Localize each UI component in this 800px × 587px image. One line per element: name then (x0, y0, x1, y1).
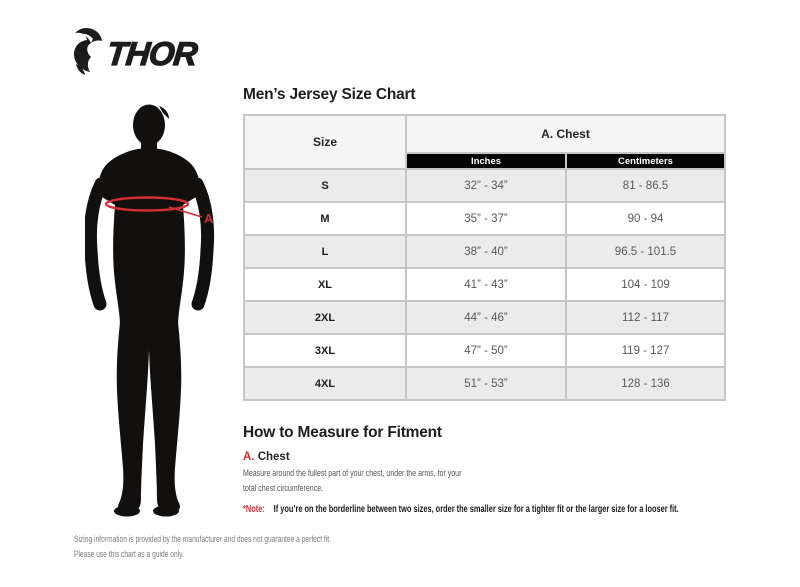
cm-value: 112 - 117 (565, 300, 726, 335)
callout-leader-line (168, 206, 203, 218)
chest-measure-annotation: A (104, 196, 214, 226)
page-title: Men’s Jersey Size Chart (243, 86, 416, 103)
table-row: S 32” - 34” 81 - 86.5 (243, 168, 726, 203)
table-row: XL 41” - 43” 104 - 109 (243, 267, 726, 302)
size-value: S (243, 168, 407, 203)
column-header-centimeters: Centimeters (565, 152, 726, 170)
size-chart-table: Size A. Chest Inches Centimeters S 32” -… (243, 114, 726, 401)
inches-value: 32” - 34” (405, 168, 567, 203)
inches-value: 51” - 53” (405, 366, 567, 401)
size-value: XL (243, 267, 407, 302)
inches-value: 47” - 50” (405, 333, 567, 368)
table-row: M 35” - 37” 90 - 94 (243, 201, 726, 236)
column-header-inches: Inches (405, 152, 567, 170)
measuring-tape-ellipse (104, 196, 190, 212)
measure-item-letter: A. (243, 451, 255, 463)
measure-item-name: Chest (257, 451, 290, 463)
description-line: Measure around the fullest part of your … (243, 468, 462, 479)
how-to-measure-title: How to Measure for Fitment (243, 424, 442, 441)
cm-value: 90 - 94 (565, 201, 726, 236)
column-header-size: Size (243, 114, 407, 170)
thor-helmet-icon (74, 28, 102, 75)
note-label: *Note: (243, 504, 265, 515)
description-line: total chest circumference. (243, 482, 324, 494)
chest-label-a: A (204, 211, 214, 226)
size-value: 2XL (243, 300, 407, 335)
inches-value: 44” - 46” (405, 300, 567, 335)
note-text: If you’re on the borderline between two … (273, 504, 679, 515)
sizing-note: *Note: If you’re on the borderline betwee… (243, 504, 800, 515)
table-row: 2XL 44” - 46” 112 - 117 (243, 300, 726, 335)
measure-item-heading: A. Chest (243, 451, 538, 463)
column-header-chest: A. Chest (405, 114, 726, 154)
inches-value: 35” - 37” (405, 201, 567, 236)
arms (85, 177, 215, 311)
size-value: L (243, 234, 407, 269)
disclaimer-line: Sizing information is provided by the ma… (74, 534, 331, 544)
cm-value: 96.5 - 101.5 (565, 234, 726, 269)
thor-logo: THOR (72, 28, 200, 76)
inches-value: 41” - 43” (405, 267, 567, 302)
disclaimer-line: Please use this chart as a guide only. (74, 548, 184, 559)
size-value: 4XL (243, 366, 407, 401)
cm-value: 119 - 127 (565, 333, 726, 368)
body-silhouette (97, 104, 201, 517)
table-row: L 38” - 40” 96.5 - 101.5 (243, 234, 726, 269)
table-row: 3XL 47” - 50” 119 - 127 (243, 333, 726, 368)
disclaimer: Sizing information is provided by the ma… (74, 532, 421, 562)
size-value: 3XL (243, 333, 407, 368)
measure-item-description: Measure around the fullest part of your … (243, 467, 538, 496)
measure-instructions: A. Chest Measure around the fullest part… (243, 451, 538, 496)
cm-value: 128 - 136 (565, 366, 726, 401)
table-row: 4XL 51” - 53” 128 - 136 (243, 366, 726, 401)
size-value: M (243, 201, 407, 236)
male-silhouette-figure: A (85, 104, 215, 517)
cm-value: 81 - 86.5 (565, 168, 726, 203)
logo-wordmark: THOR (105, 34, 200, 72)
inches-value: 38” - 40” (405, 234, 567, 269)
cm-value: 104 - 109 (565, 267, 726, 302)
